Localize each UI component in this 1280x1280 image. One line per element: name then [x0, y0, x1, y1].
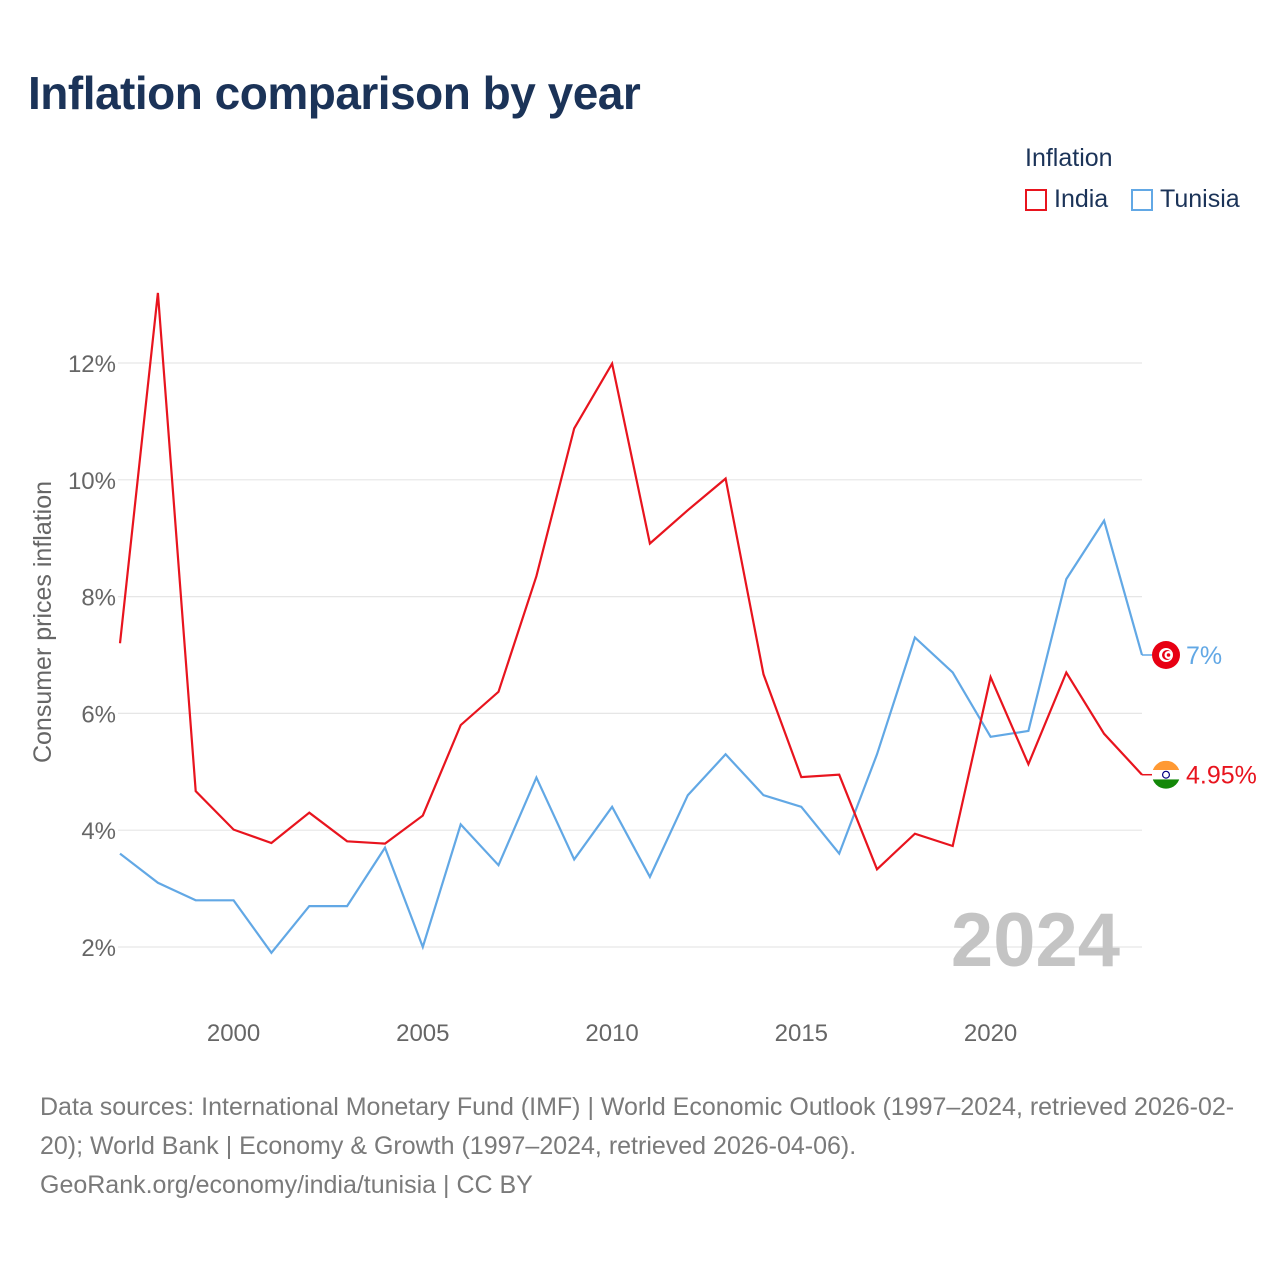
y-tick-label: 12% — [68, 351, 116, 378]
year-watermark: 2024 — [951, 898, 1120, 983]
y-tick-label: 10% — [68, 468, 116, 495]
x-tick-label: 2020 — [964, 1020, 1017, 1047]
x-tick-label: 2000 — [207, 1020, 260, 1047]
y-tick-label: 2% — [81, 935, 116, 962]
legend-item-india[interactable]: India — [1025, 185, 1108, 214]
y-tick-label: 4% — [81, 818, 116, 845]
end-markers: 4.95% 7% — [1142, 641, 1257, 790]
x-tick-label: 2010 — [585, 1020, 638, 1047]
end-value-label-tunisia: 7% — [1186, 642, 1222, 670]
x-tick-label: 2005 — [396, 1020, 449, 1047]
tunisia-flag-icon — [1152, 641, 1180, 669]
gridlines — [118, 362, 1142, 948]
series-line-india — [118, 292, 1143, 872]
x-tick-label: 2015 — [775, 1020, 828, 1047]
legend-swatch-india — [1025, 188, 1047, 211]
x-axis-ticks: 2000 2005 2010 2015 2020 — [207, 1020, 1017, 1047]
y-axis-ticks: 2% 4% 6% 8% 10% 12% — [68, 351, 116, 962]
source-line-2: GeoRank.org/economy/india/tunisia | CC B… — [40, 1171, 533, 1199]
legend-title: Inflation — [1025, 144, 1113, 172]
data-series — [118, 292, 1144, 955]
chart-title: Inflation comparison by year — [28, 67, 641, 119]
legend-swatch-tunisia — [1131, 188, 1153, 211]
line-chart: 2% 4% 6% 8% 10% 12% 2000 2005 2010 2015 2020 Cons… — [29, 292, 1257, 1047]
india-flag-icon — [1152, 760, 1180, 789]
legend-item-tunisia[interactable]: Tunisia — [1131, 185, 1240, 214]
legend-label-india: India — [1054, 185, 1109, 213]
y-tick-label: 8% — [81, 585, 116, 612]
y-axis-label: Consumer prices inflation — [29, 481, 57, 763]
data-source-note: Data sources: International Monetary Fun… — [40, 1088, 1250, 1205]
legend-label-tunisia: Tunisia — [1160, 185, 1240, 213]
source-line-1: Data sources: International Monetary Fun… — [40, 1093, 1235, 1160]
series-line-tunisia — [119, 518, 1144, 955]
y-tick-label: 6% — [81, 701, 116, 728]
end-value-label-india: 4.95% — [1186, 762, 1257, 790]
